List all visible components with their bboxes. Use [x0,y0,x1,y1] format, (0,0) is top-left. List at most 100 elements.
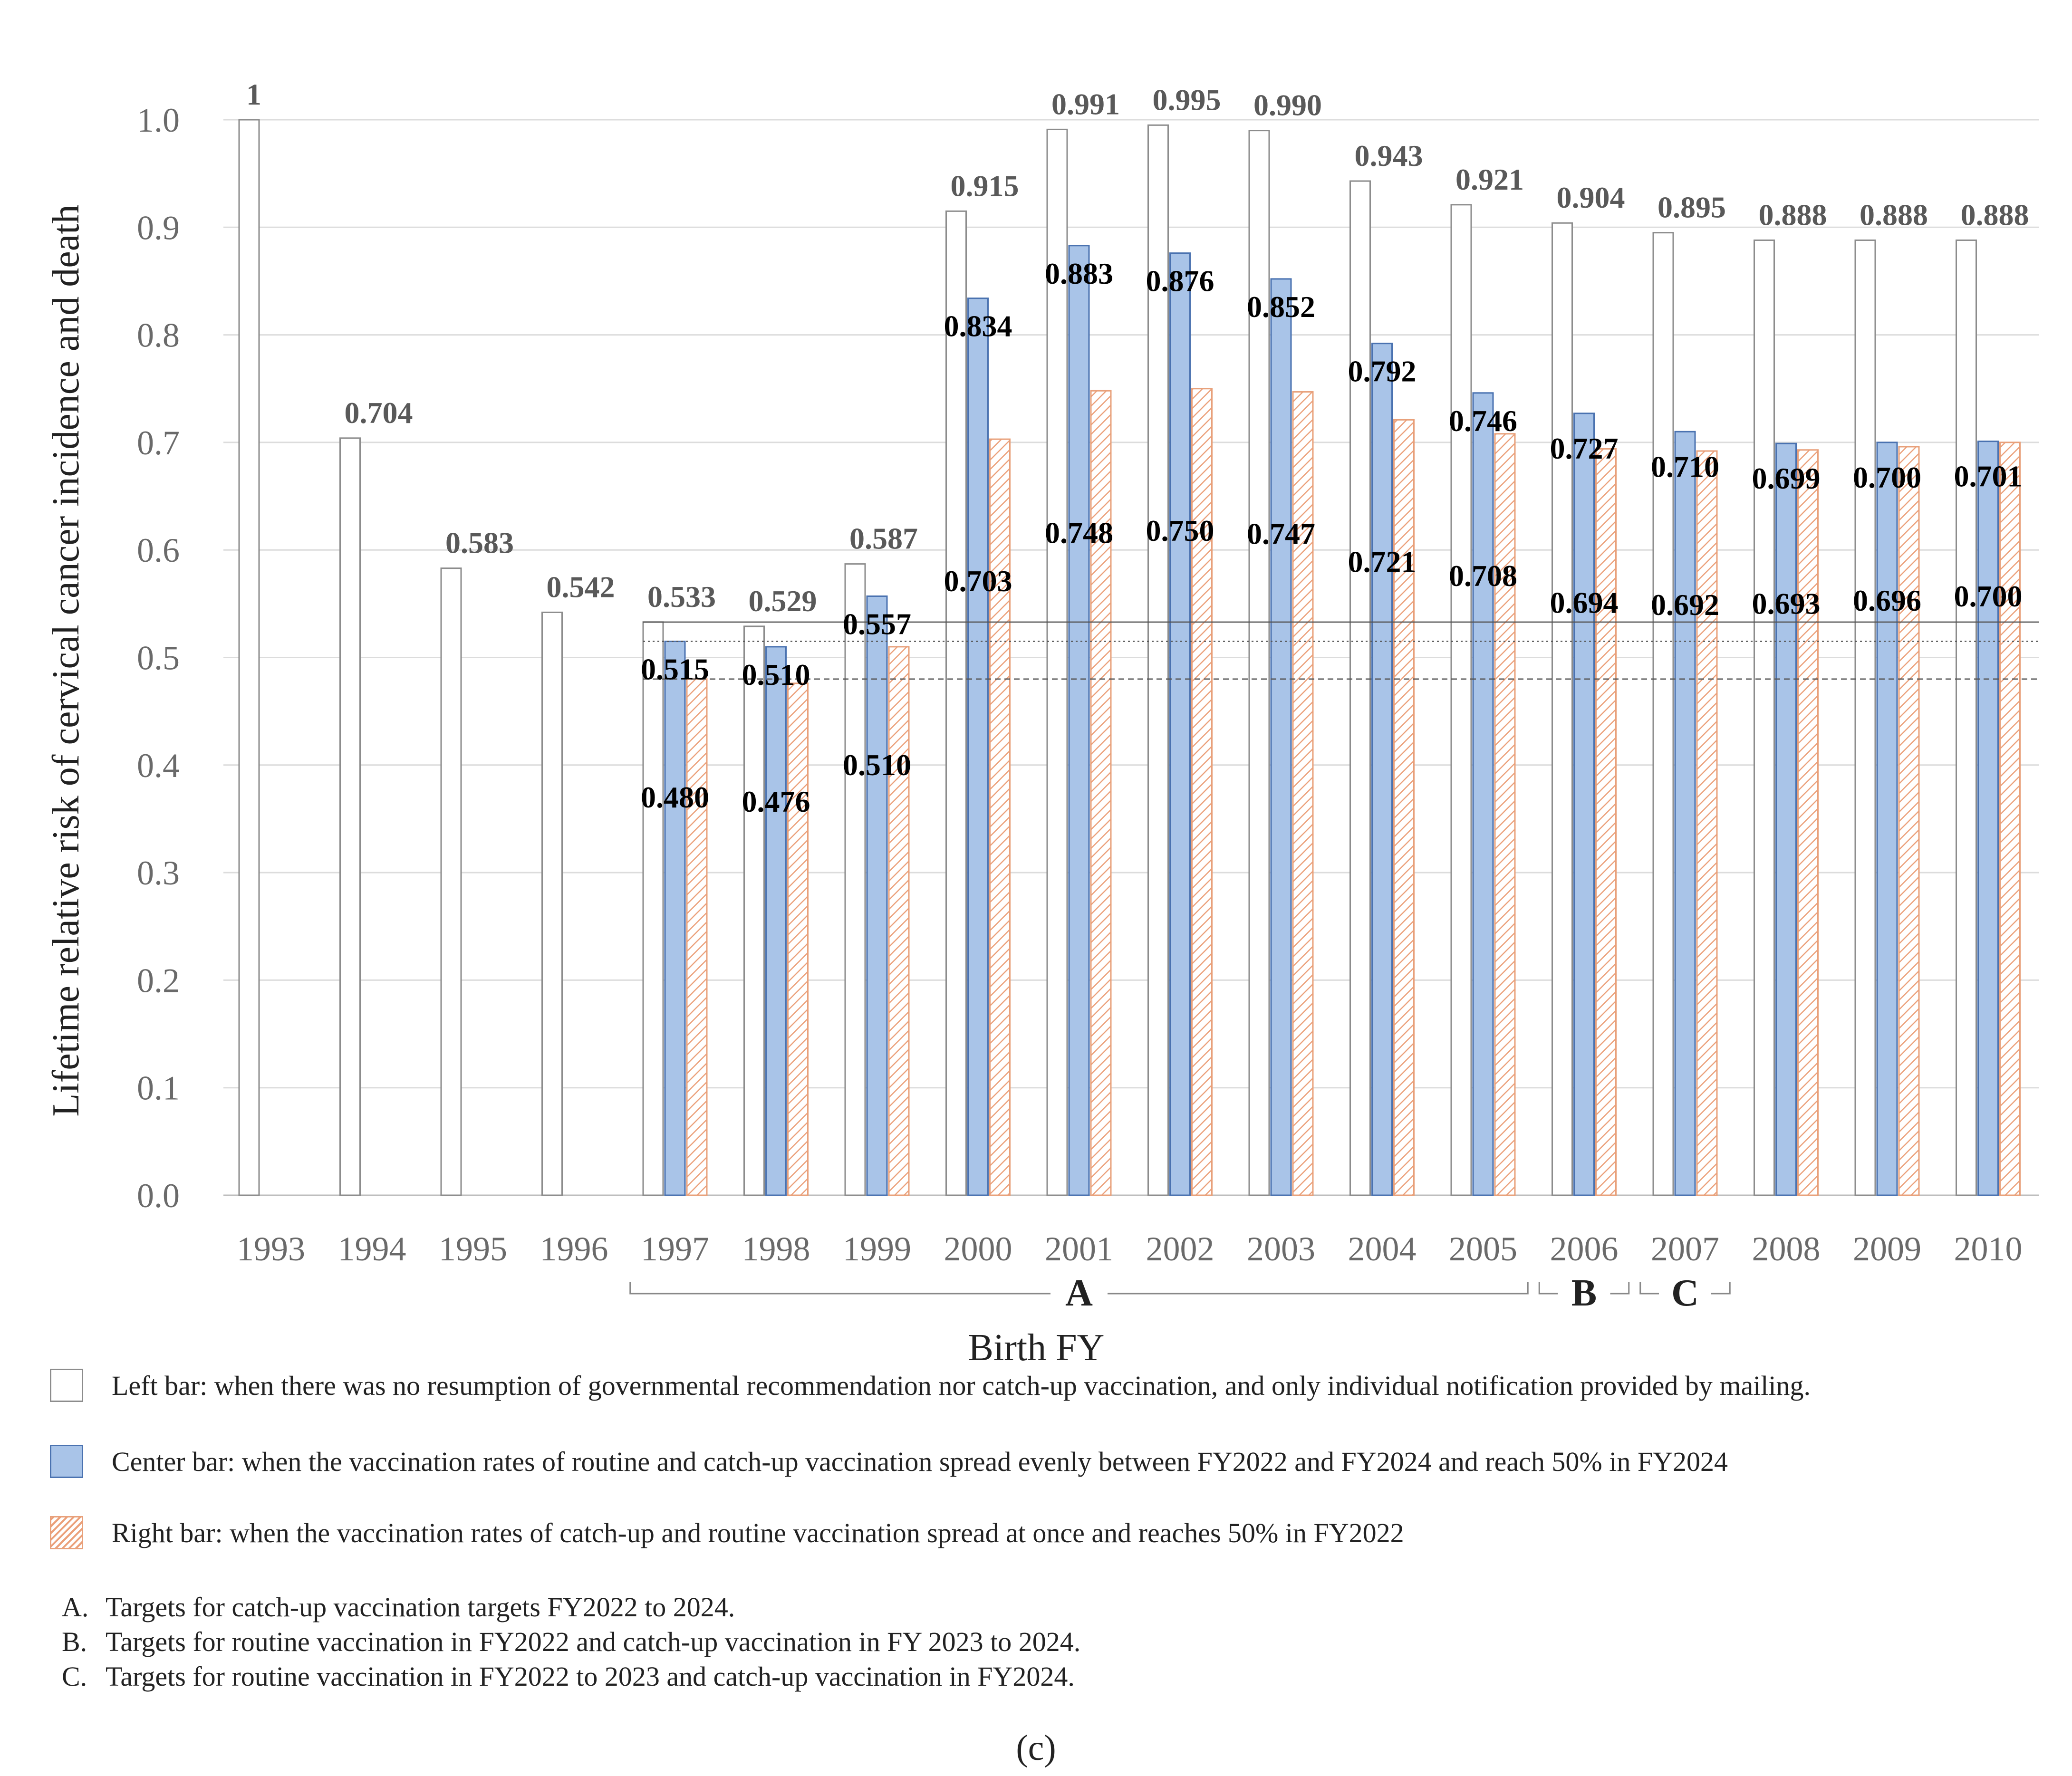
bar-right-2009 [1898,446,1920,1196]
y-axis-ticks: 0.0 0.1 0.2 0.3 0.4 0.5 0.6 0.7 0.8 0.9 1.0 [137,101,180,1215]
value-label-left-2001: 0.991 [1051,87,1120,121]
footnote-b: B. Targets for routine vaccination in FY… [62,1626,1081,1657]
bar-left-1993 [238,119,260,1196]
value-label-left-1995: 0.583 [445,526,514,560]
value-label-left-2004: 0.943 [1355,139,1423,173]
y-tick-label: 0.7 [137,424,180,462]
value-label-right-1999: 0.510 [843,748,911,782]
y-tick-label: 0.9 [137,209,180,247]
group-brackets: A B C [629,1272,1731,1314]
x-tick-label: 2001 [1045,1230,1113,1268]
legend-text-center: Center bar: when the vaccination rates o… [112,1446,1728,1477]
value-label-center-2004: 0.792 [1348,355,1417,388]
value-label-left-2000: 0.915 [951,169,1019,202]
y-tick-label: 0.3 [137,854,180,892]
bar-left-1994 [339,437,361,1196]
bar-left-2000 [945,210,967,1196]
value-label-center-2000: 0.834 [944,309,1012,343]
figure-caption: (c) [1016,1728,1056,1768]
value-label-left-2009: 0.888 [1860,198,1928,231]
legend-item-center: Center bar: when the vaccination rates o… [50,1445,1728,1478]
bar-center-2000 [967,298,989,1196]
bar-center-2003 [1270,278,1292,1196]
bar-left-1998 [743,625,765,1196]
legend-item-right: Right bar: when the vaccination rates of… [50,1516,1404,1549]
group-bracket-a-right [1108,1282,1529,1295]
x-tick-label: 1998 [742,1230,810,1268]
bar-center-2001 [1068,245,1090,1196]
value-label-center-2010: 0.701 [1954,460,2023,493]
legend-swatch-center [50,1445,83,1478]
y-axis-label: Lifetime relative risk of cervical cance… [45,205,87,1117]
x-tick-label: 2005 [1449,1230,1517,1268]
value-label-center-2005: 0.746 [1449,404,1517,438]
value-label-right-2003: 0.747 [1247,517,1315,551]
x-tick-label: 1995 [439,1230,507,1268]
bar-right-2000 [989,438,1011,1196]
value-label-center-2006: 0.727 [1550,432,1619,465]
gridlines [223,119,2039,1196]
group-bracket-a [629,1282,1050,1295]
value-label-left-2002: 0.995 [1153,83,1221,116]
footnotes: A. Targets for catch-up vaccination targ… [62,1590,1080,1694]
bar-center-2009 [1876,442,1898,1196]
value-label-left-2007: 0.895 [1658,191,1726,224]
y-tick-label: 0.8 [137,317,180,355]
x-tick-label: 2006 [1550,1230,1619,1268]
legend-item-left: Left bar: when there was no resumption o… [50,1369,1811,1402]
bar-center-2002 [1169,252,1191,1196]
value-label-right-2002: 0.750 [1146,514,1214,547]
value-label-right-1998: 0.476 [742,785,810,818]
group-label-b: B [1571,1272,1597,1314]
footnote-c: C. Targets for routine vaccination in FY… [62,1661,1075,1692]
y-tick-label: 0.6 [137,531,180,569]
bar-right-2010 [1999,442,2021,1196]
reference-lines [643,621,2039,680]
value-label-left-2008: 0.888 [1759,198,1827,231]
bar-right-1999 [888,646,910,1196]
value-label-center-2002: 0.876 [1146,264,1214,298]
bar-left-1995 [440,567,462,1196]
group-label-c: C [1671,1272,1699,1314]
value-labels: 1 0.704 0.583 0.542 0.533 0.529 0.587 0.915 0.99… [246,77,2029,818]
bar-left-1997 [642,621,664,1196]
bar-right-2004 [1393,419,1415,1196]
footnote-a: A. Targets for catch-up vaccination targ… [62,1592,735,1622]
legend-text-left: Left bar: when there was no resumption o… [112,1370,1811,1401]
x-tick-label: 2008 [1752,1230,1821,1268]
bar-right-2006 [1595,448,1617,1196]
group-bracket-c-right [1711,1282,1731,1295]
bar-center-2005 [1472,392,1494,1196]
value-label-right-2000: 0.703 [944,564,1012,598]
x-tick-label: 2000 [944,1230,1012,1268]
bar-right-1997 [686,678,708,1196]
bar-center-2004 [1371,343,1393,1196]
x-tick-label: 2002 [1146,1230,1214,1268]
bar-right-2007 [1696,450,1718,1196]
x-tick-label: 1993 [237,1230,305,1268]
bar-right-2005 [1494,433,1516,1196]
bar-left-2005 [1450,204,1472,1196]
value-label-right-2005: 0.708 [1449,559,1517,593]
bar-center-2006 [1573,413,1595,1196]
group-label-a: A [1065,1272,1093,1314]
value-label-left-1997: 0.533 [647,580,716,614]
bar-center-2010 [1977,441,1999,1196]
bar-left-2010 [1956,239,1977,1196]
bars [238,119,2021,1196]
x-tick-label: 2004 [1348,1230,1417,1268]
value-label-right-2006: 0.694 [1550,586,1619,619]
x-tick-label: 2003 [1247,1230,1315,1268]
x-tick-label: 2010 [1954,1230,2023,1268]
bar-right-2002 [1191,388,1213,1196]
value-label-left-1998: 0.529 [749,584,817,618]
y-tick-label: 0.0 [137,1177,180,1215]
bar-left-2009 [1854,239,1876,1196]
bar-center-2007 [1674,431,1696,1196]
value-label-center-1999: 0.557 [843,607,911,641]
value-label-right-2009: 0.696 [1853,584,1921,617]
group-bracket-c [1639,1282,1659,1295]
bar-left-2001 [1046,128,1068,1196]
value-label-left-1999: 0.587 [849,522,918,556]
bar-left-2003 [1248,130,1270,1196]
